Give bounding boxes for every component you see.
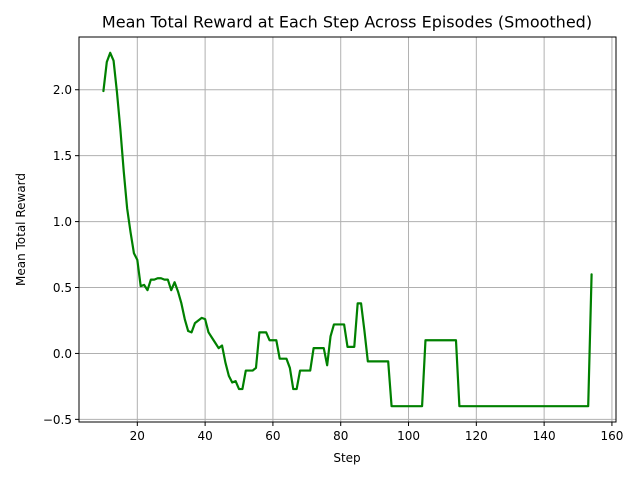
y-axis-label: Mean Total Reward (14, 173, 28, 286)
x-tick-label: 40 (197, 429, 212, 443)
series-line (102, 51, 593, 408)
plot-frame (78, 36, 617, 423)
y-tick-label: −0.5 (43, 413, 72, 427)
x-tick-label: 60 (265, 429, 280, 443)
x-axis-label: Step (333, 451, 360, 465)
x-tick-label: 160 (600, 429, 623, 443)
x-tick-label: 120 (465, 429, 488, 443)
y-tick-label: 1.5 (53, 149, 72, 163)
x-tick-label: 20 (130, 429, 145, 443)
y-tick-label: 2.0 (53, 83, 72, 97)
x-tick-label: 140 (533, 429, 556, 443)
ticks: 20 40 60 80 100 120 140 160 −0.5 0.0 0.5 1.0 1.5 2.0 (43, 83, 624, 443)
y-tick-label: 0.5 (53, 281, 72, 295)
chart-title: Mean Total Reward at Each Step Across Ep… (102, 13, 592, 32)
grid (79, 37, 616, 422)
y-tick-label: 1.0 (53, 215, 72, 229)
y-tick-label: 0.0 (53, 347, 72, 361)
x-tick-label: 80 (333, 429, 348, 443)
x-tick-label: 100 (397, 429, 420, 443)
